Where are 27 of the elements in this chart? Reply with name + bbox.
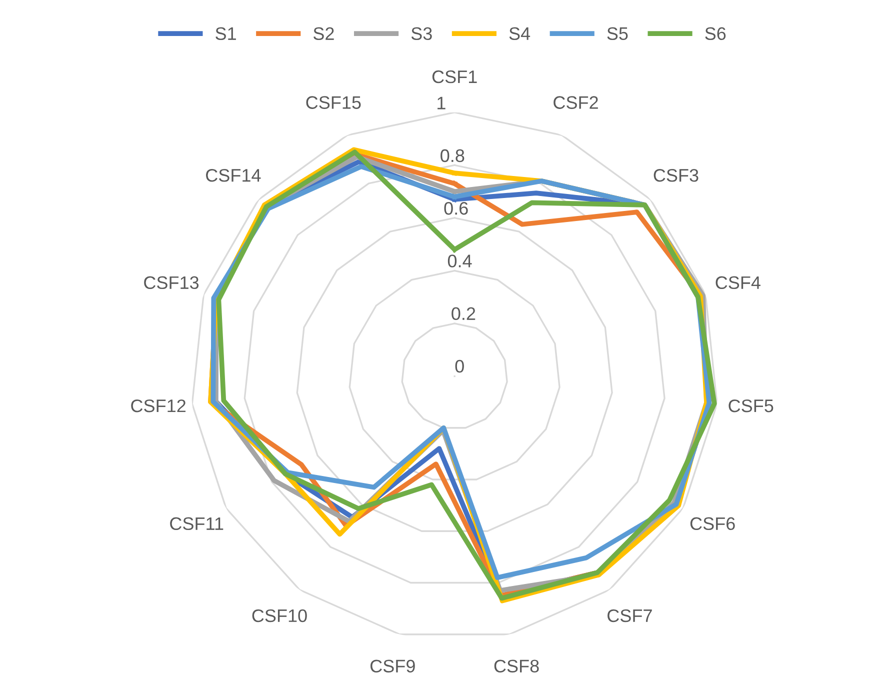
spoke-label: CSF4	[716, 276, 760, 290]
legend-label: S5	[607, 27, 628, 40]
spoke-label: CSF8	[494, 660, 539, 672]
legend-label: S1	[216, 27, 236, 40]
y-tick-label: 0.2	[452, 307, 476, 320]
spoke-label: CSF15	[306, 96, 361, 109]
spoke-label: CSF11	[170, 517, 224, 530]
spoke-label: CSF6	[690, 517, 735, 530]
y-tick-label: 0.8	[440, 149, 464, 162]
legend-label: S2	[313, 27, 334, 40]
spoke-label: CSF7	[608, 609, 652, 622]
y-tick-label: 0.6	[444, 202, 468, 215]
spoke-label: CSF13	[144, 276, 199, 290]
spoke-label: CSF10	[252, 609, 307, 622]
y-tick-label: 0.4	[448, 254, 472, 268]
spoke-label: CSF5	[728, 399, 774, 412]
legend-label: S3	[411, 27, 432, 40]
spoke-label: CSF2	[554, 96, 598, 109]
legend-label: S4	[509, 27, 530, 40]
y-tick-label: 0	[455, 360, 464, 373]
spoke-label: CSF1	[432, 70, 477, 84]
y-tick-label: 1	[438, 96, 446, 110]
spoke-label: CSF12	[131, 399, 186, 412]
spoke-label: CSF9	[370, 660, 415, 672]
spoke-label: CSF3	[654, 168, 698, 182]
spoke-label: CSF14	[206, 168, 261, 182]
legend-label: S6	[705, 27, 726, 40]
